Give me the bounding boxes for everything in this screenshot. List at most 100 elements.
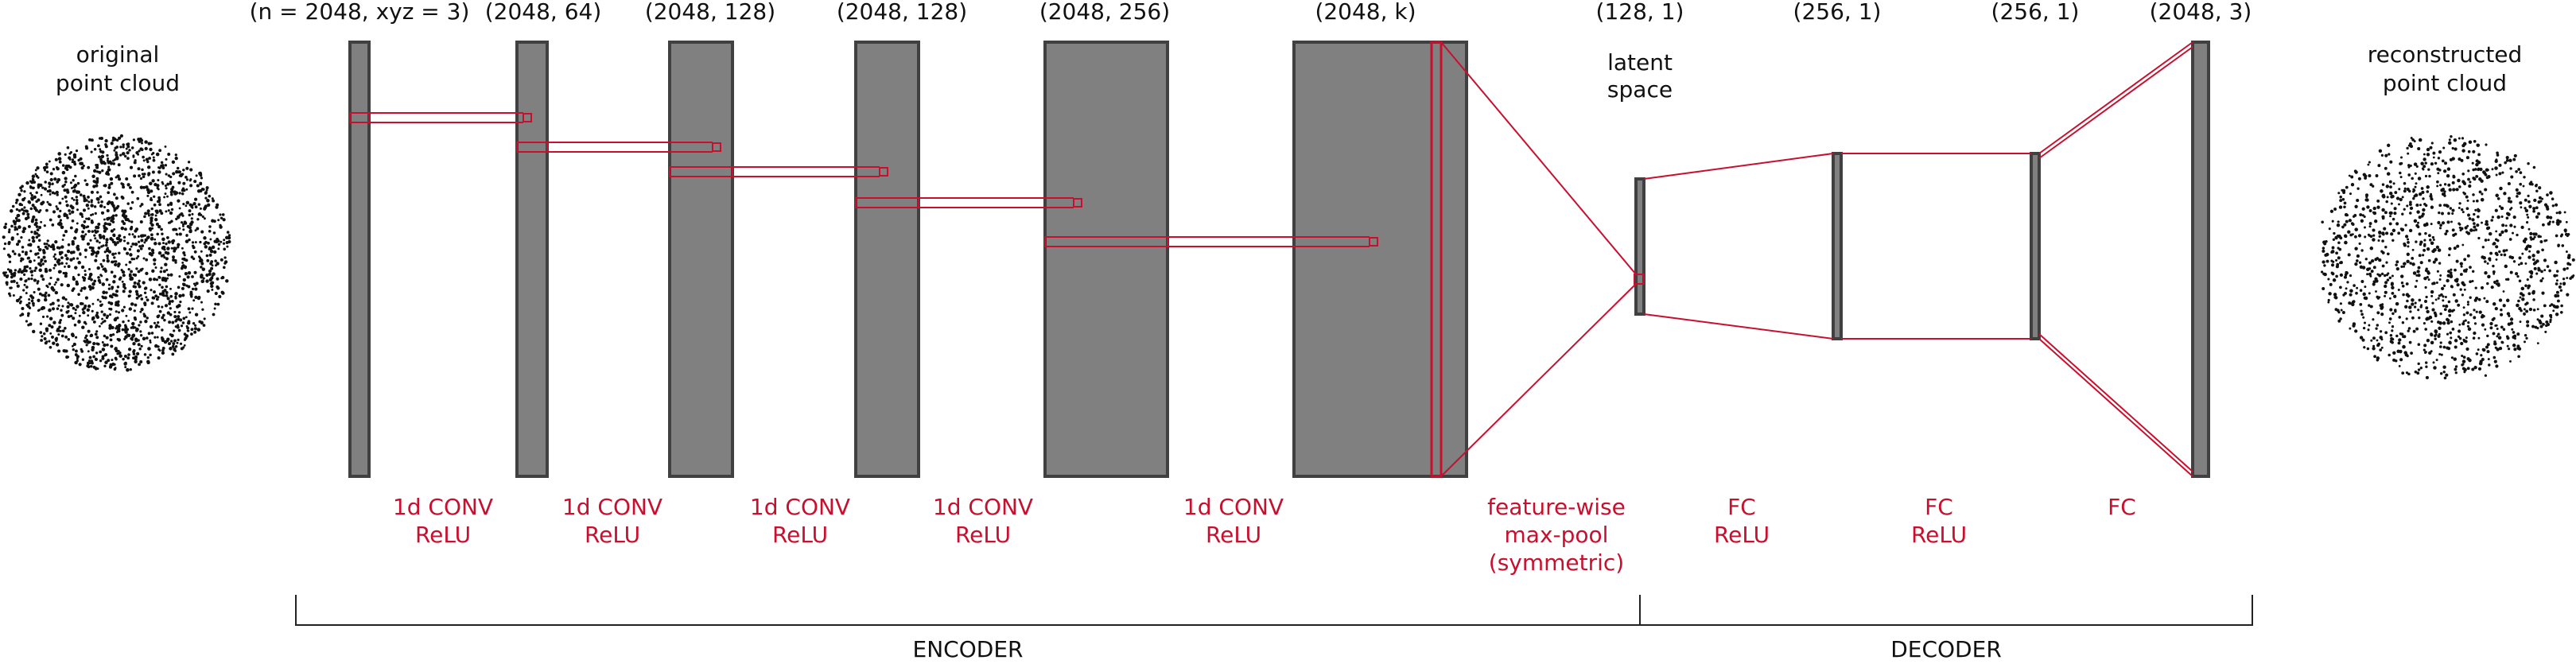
point (2469, 313, 2473, 316)
point (30, 277, 33, 281)
point (115, 214, 118, 217)
point (60, 256, 64, 259)
point (51, 223, 55, 227)
point (56, 307, 60, 310)
point (84, 296, 89, 300)
point (2399, 358, 2403, 362)
point (87, 165, 91, 169)
point (143, 173, 146, 176)
point (106, 254, 109, 258)
point (180, 221, 184, 224)
point (149, 341, 152, 344)
point (2523, 313, 2526, 316)
point (98, 155, 101, 159)
point (2359, 336, 2364, 340)
point (2557, 244, 2560, 248)
point (61, 197, 64, 200)
point (2434, 298, 2438, 301)
point (2376, 257, 2380, 260)
point (161, 293, 165, 297)
point (2495, 193, 2499, 198)
point (2517, 355, 2520, 359)
point (2495, 173, 2498, 177)
point (95, 311, 99, 315)
point (2444, 304, 2449, 309)
point (49, 303, 52, 306)
point (2472, 270, 2475, 273)
point (2478, 310, 2482, 314)
point (2486, 282, 2489, 285)
point (2332, 238, 2336, 241)
point (111, 202, 115, 206)
point (176, 341, 179, 344)
point (37, 309, 40, 313)
point (194, 284, 197, 287)
point (193, 327, 197, 331)
point (113, 138, 117, 142)
point (2465, 207, 2469, 211)
point (2378, 258, 2382, 262)
point (2369, 247, 2374, 250)
point (185, 324, 188, 328)
point (49, 332, 52, 335)
point (150, 236, 154, 240)
point (155, 222, 159, 227)
point (2384, 331, 2388, 335)
point (60, 245, 64, 249)
point (2339, 236, 2343, 240)
point (24, 279, 28, 283)
point (2555, 203, 2559, 207)
point (141, 142, 143, 145)
point (2532, 309, 2536, 312)
point (2430, 142, 2434, 145)
point (115, 155, 119, 160)
point (2443, 183, 2447, 186)
point (29, 192, 33, 195)
point (2335, 274, 2338, 278)
point (2534, 184, 2538, 188)
point (2370, 270, 2374, 274)
point (2356, 198, 2360, 203)
point (205, 254, 209, 258)
point (195, 174, 198, 177)
point (121, 152, 126, 156)
point (117, 338, 122, 342)
point (27, 256, 31, 260)
point (2337, 192, 2341, 195)
point (33, 259, 36, 262)
point (2474, 228, 2478, 231)
point (172, 255, 175, 259)
point (157, 325, 161, 328)
point (2441, 159, 2445, 163)
point (181, 293, 185, 297)
point (104, 270, 107, 274)
encoder-bracket (295, 595, 1641, 626)
point (185, 284, 188, 287)
point (2461, 172, 2465, 176)
point (113, 235, 116, 238)
point (2331, 246, 2335, 250)
point (95, 313, 99, 318)
point (2527, 292, 2531, 296)
point (2406, 299, 2409, 303)
point (200, 321, 204, 325)
point (2480, 179, 2484, 183)
point (2357, 177, 2361, 181)
point (125, 314, 128, 317)
point (2500, 206, 2504, 211)
point (141, 173, 144, 176)
point (15, 208, 19, 212)
point (190, 255, 194, 259)
point (2549, 320, 2552, 324)
point (101, 348, 106, 351)
point (185, 204, 188, 208)
point (2451, 212, 2454, 216)
point (48, 324, 52, 328)
point (183, 254, 186, 257)
point (122, 305, 126, 309)
point (2391, 228, 2396, 233)
point (2321, 270, 2324, 274)
point (2398, 203, 2400, 206)
point (182, 278, 187, 282)
point (2388, 180, 2392, 184)
